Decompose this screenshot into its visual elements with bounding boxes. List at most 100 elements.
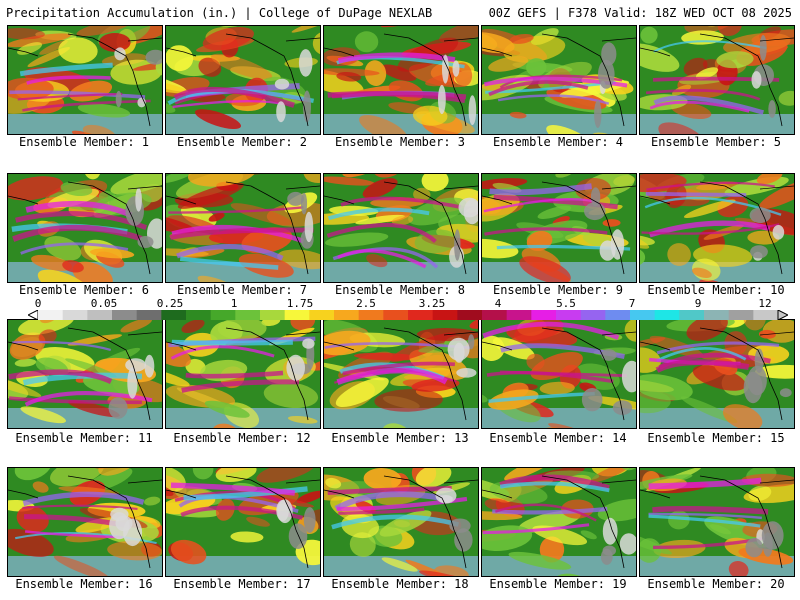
color-scale-tick-label: 9: [694, 297, 702, 310]
color-scale-swatch: [334, 310, 360, 320]
color-scale-swatch: [753, 310, 779, 320]
ensemble-member-map: [323, 25, 479, 135]
precip-field: [640, 174, 794, 282]
color-scale-swatch: [605, 310, 631, 320]
color-scale-labels: 0 0.05 0.25 1 1.75 2.5 3.25 4 5.5 7 9 12: [28, 297, 788, 310]
precip-field: [482, 174, 636, 282]
ensemble-member-label: Ensemble Member: 15: [647, 431, 785, 445]
ensemble-member-label: Ensemble Member: 20: [647, 577, 785, 591]
precip-field: [166, 468, 320, 576]
ensemble-member-label: Ensemble Member: 4: [492, 135, 624, 149]
ensemble-member-map: [639, 173, 795, 283]
color-scale-swatch: [654, 310, 680, 320]
ensemble-member-map: [7, 467, 163, 577]
color-scale-tick-label: 1: [230, 297, 238, 310]
color-scale-tick-label: 4: [494, 297, 502, 310]
color-scale-swatch: [679, 310, 705, 320]
ensemble-member-label: Ensemble Member: 5: [650, 135, 782, 149]
scale-min-arrow: [28, 310, 39, 320]
run-valid-time: 00Z GEFS | F378 Valid: 18Z WED OCT 08 20…: [488, 6, 792, 20]
color-scale-tick-label: 1.75: [286, 297, 314, 310]
ensemble-member-map: [481, 319, 637, 429]
color-scale-swatch: [457, 310, 483, 320]
ensemble-member-map: [165, 467, 321, 577]
color-scale-swatch: [309, 310, 335, 320]
ensemble-member-label: Ensemble Member: 10: [647, 283, 785, 297]
precip-field: [324, 26, 478, 134]
precip-field: [166, 26, 320, 134]
color-scale-swatch: [87, 310, 113, 320]
color-scale-swatch: [531, 310, 557, 320]
ensemble-member-map: [639, 25, 795, 135]
color-scale-tick-label: 12: [758, 297, 772, 310]
ensemble-member-label: Ensemble Member: 18: [331, 577, 469, 591]
ensemble-member-map: [639, 467, 795, 577]
ensemble-member-label: Ensemble Member: 16: [15, 577, 153, 591]
color-scale-swatch: [383, 310, 409, 320]
color-scale-tick-label: 0: [34, 297, 42, 310]
scale-max-arrow: [777, 310, 788, 320]
color-scale-swatch: [260, 310, 286, 320]
precip-field: [640, 320, 794, 428]
ensemble-member-map: [323, 319, 479, 429]
ensemble-member-map: [165, 319, 321, 429]
precip-field: [482, 468, 636, 576]
color-scale-swatch: [38, 310, 64, 320]
color-scale-swatch: [235, 310, 261, 320]
precip-field: [8, 26, 162, 134]
ensemble-member-map: [639, 319, 795, 429]
color-scale-swatch: [506, 310, 532, 320]
ensemble-member-map: [481, 173, 637, 283]
color-scale-swatch: [580, 310, 606, 320]
color-scale-swatch: [186, 310, 212, 320]
color-scale-tick-label: 0.25: [156, 297, 184, 310]
ensemble-member-label: Ensemble Member: 8: [334, 283, 466, 297]
color-scale-swatch: [728, 310, 754, 320]
color-scale-swatch: [704, 310, 730, 320]
precip-field: [324, 468, 478, 576]
ensemble-member-label: Ensemble Member: 7: [176, 283, 308, 297]
ensemble-member-map: [323, 173, 479, 283]
precip-field: [8, 174, 162, 282]
color-scale-tick-label: 2.5: [356, 297, 376, 310]
ensemble-member-label: Ensemble Member: 6: [18, 283, 150, 297]
color-scale-swatch: [482, 310, 508, 320]
ensemble-member-label: Ensemble Member: 14: [489, 431, 627, 445]
precip-field: [166, 174, 320, 282]
ensemble-member-label: Ensemble Member: 12: [173, 431, 311, 445]
color-scale-swatch: [358, 310, 384, 320]
ensemble-member-map: [481, 467, 637, 577]
precip-field: [324, 320, 478, 428]
color-scale-swatch: [432, 310, 458, 320]
ensemble-member-map: [7, 319, 163, 429]
ensemble-member-map: [323, 467, 479, 577]
ensemble-member-label: Ensemble Member: 19: [489, 577, 627, 591]
ensemble-member-map: [7, 25, 163, 135]
precip-field: [166, 320, 320, 428]
ensemble-member-label: Ensemble Member: 9: [492, 283, 624, 297]
color-scale-swatch: [136, 310, 162, 320]
precip-field: [482, 320, 636, 428]
ensemble-member-label: Ensemble Member: 11: [15, 431, 153, 445]
precip-field: [8, 320, 162, 428]
ensemble-member-label: Ensemble Member: 3: [334, 135, 466, 149]
color-scale-tick-label: 0.05: [90, 297, 118, 310]
color-scale-swatch: [408, 310, 434, 320]
color-scale-tick-label: 5.5: [556, 297, 576, 310]
color-scale-swatch: [62, 310, 88, 320]
precip-field: [482, 26, 636, 134]
precip-field: [8, 468, 162, 576]
ensemble-member-label: Ensemble Member: 13: [331, 431, 469, 445]
header-bar: Precipitation Accumulation (in.) | Colle…: [0, 0, 800, 24]
color-scale-tick-label: 3.25: [418, 297, 446, 310]
ensemble-member-map: [165, 173, 321, 283]
color-scale-tick-label: 7: [628, 297, 636, 310]
color-scale-swatch: [112, 310, 138, 320]
color-scale-swatch: [161, 310, 187, 320]
precip-field: [324, 174, 478, 282]
precip-field: [640, 468, 794, 576]
ensemble-member-label: Ensemble Member: 2: [176, 135, 308, 149]
color-scale: 0 0.05 0.25 1 1.75 2.5 3.25 4 5.5 7 9 12: [28, 297, 788, 323]
color-scale-swatch: [284, 310, 310, 320]
ensemble-member-label: Ensemble Member: 17: [173, 577, 311, 591]
